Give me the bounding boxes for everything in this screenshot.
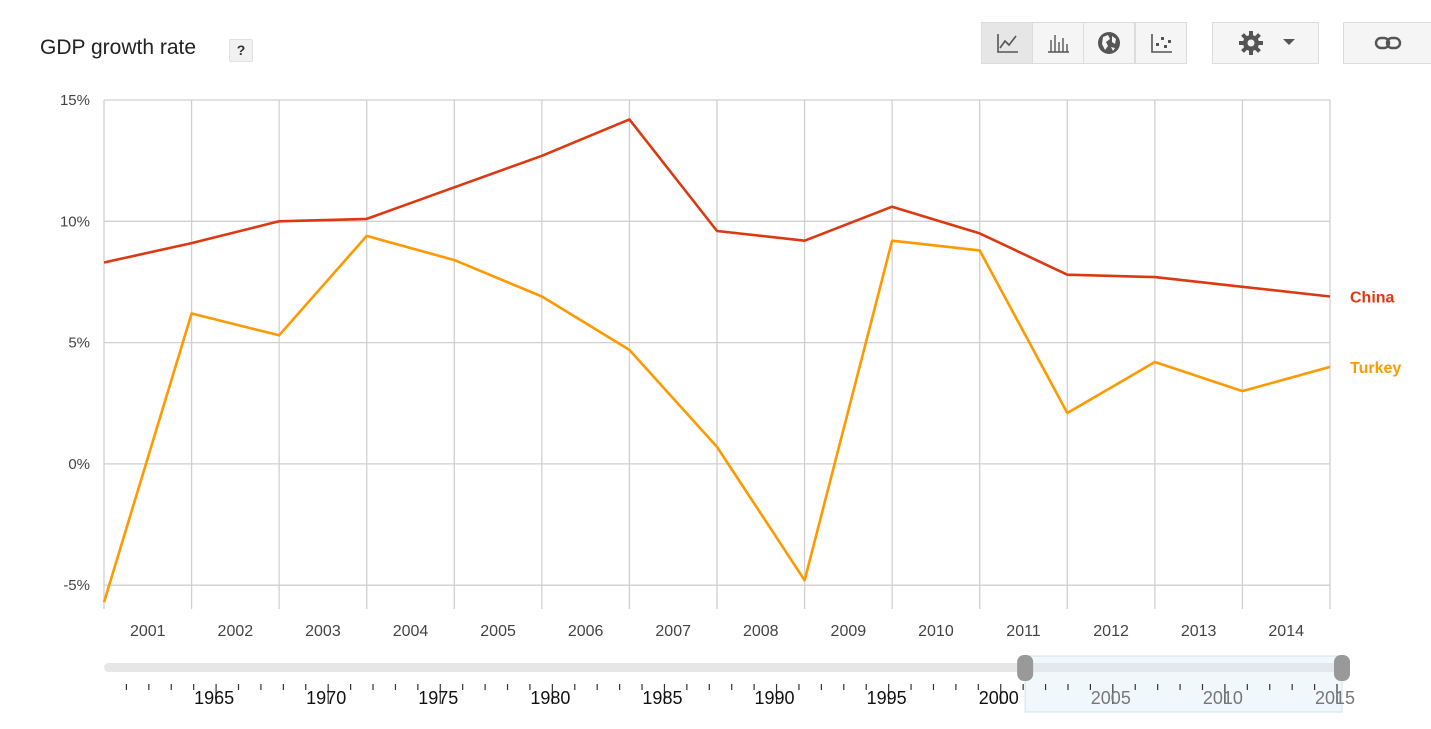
x-tick-label: 2003 <box>305 623 341 640</box>
caret-down-icon <box>1282 39 1295 45</box>
x-tick-label: 2009 <box>831 623 867 640</box>
y-tick-label: 10% <box>60 213 90 230</box>
timeline-label: 1985 <box>642 688 682 708</box>
x-tick-label: 2005 <box>480 623 516 640</box>
x-tick-label: 2004 <box>393 623 429 640</box>
x-tick-label: 2013 <box>1181 623 1217 640</box>
timeline-label: 2005 <box>1091 688 1131 708</box>
x-tick-label: 2006 <box>568 623 604 640</box>
timeline-label: 1965 <box>194 688 234 708</box>
timeline-handle-right[interactable] <box>1334 655 1350 681</box>
x-tick-label: 2007 <box>655 623 691 640</box>
series-label-china: China <box>1350 290 1395 307</box>
series-label-turkey: Turkey <box>1350 360 1401 377</box>
x-tick-label: 2002 <box>218 623 254 640</box>
map-button[interactable] <box>1083 22 1135 64</box>
timeline-handle-left[interactable] <box>1017 655 1034 681</box>
scatter-plot-icon <box>1151 34 1172 53</box>
x-tick-label: 2001 <box>130 623 166 640</box>
series-line-turkey[interactable] <box>102 234 1331 603</box>
gear-icon <box>1238 31 1263 55</box>
x-tick-label: 2012 <box>1093 623 1129 640</box>
link-icon <box>1374 36 1401 50</box>
series-lines: China Turkey <box>102 118 1401 603</box>
scatter-button[interactable] <box>1135 22 1187 64</box>
x-axis: 2001 2002 2003 2004 2005 2006 2007 2008 2009 2010… <box>130 623 1304 640</box>
bar-chart-button[interactable] <box>1032 22 1084 64</box>
help-button[interactable]: ? <box>229 39 253 62</box>
y-tick-label: -5% <box>63 577 90 594</box>
bar-chart-icon <box>1048 35 1069 53</box>
chart-title: GDP growth rate <box>40 36 197 59</box>
timeline-label: 1970 <box>306 688 346 708</box>
settings-button[interactable] <box>1212 22 1319 64</box>
y-tick-label: 15% <box>60 92 90 109</box>
timeline-label: 1990 <box>755 688 795 708</box>
timeline-label: 1975 <box>418 688 458 708</box>
y-tick-label: 0% <box>68 456 90 473</box>
timeline-label: 2015 <box>1315 688 1355 708</box>
timeline-label: 2000 <box>979 688 1019 708</box>
chart-grid <box>103 99 1331 609</box>
timeline-label: 1995 <box>867 688 907 708</box>
share-link-button[interactable] <box>1343 22 1431 64</box>
x-tick-label: 2010 <box>918 623 954 640</box>
timeline-selected-track <box>1025 663 1334 672</box>
globe-icon <box>1098 32 1120 54</box>
y-tick-label: 5% <box>68 335 90 352</box>
timeline-slider[interactable]: 1965 1970 1975 1980 1985 1990 1995 2000 2005 2010… <box>104 655 1355 713</box>
line-chart-icon <box>997 34 1018 53</box>
y-axis: 15% 10% 5% 0% -5% <box>60 92 90 594</box>
series-line-china[interactable] <box>103 118 1331 298</box>
x-tick-label: 2011 <box>1006 623 1041 640</box>
x-tick-label: 2014 <box>1268 623 1304 640</box>
timeline-label: 1980 <box>530 688 570 708</box>
x-tick-label: 2008 <box>743 623 779 640</box>
line-chart-button[interactable] <box>981 22 1033 64</box>
timeline-label: 2010 <box>1203 688 1243 708</box>
